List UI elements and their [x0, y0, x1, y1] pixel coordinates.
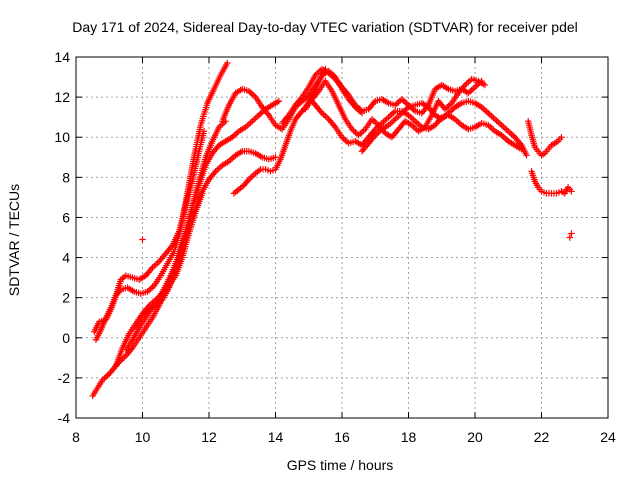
- y-tick-label: -4: [58, 410, 71, 426]
- x-tick-label: 18: [401, 429, 417, 445]
- data-point: [523, 152, 530, 159]
- x-axis-label: GPS time / hours: [287, 457, 394, 473]
- y-tick-label: 6: [62, 209, 70, 225]
- data-point: [558, 134, 565, 141]
- y-tick-label: 10: [54, 129, 70, 145]
- x-tick-label: 22: [534, 429, 550, 445]
- x-tick-label: 24: [600, 429, 616, 445]
- data-point: [244, 177, 251, 185]
- y-tick-label: 8: [62, 169, 70, 185]
- data-points: [89, 59, 575, 400]
- data-point: [116, 287, 123, 295]
- data-point: [224, 59, 231, 67]
- data-point: [139, 236, 146, 243]
- x-tick-label: 12: [201, 429, 217, 445]
- data-point: [275, 97, 283, 105]
- y-axis-label: SDTVAR / TECUs: [6, 184, 22, 296]
- data-point: [272, 154, 279, 161]
- data-point: [481, 81, 489, 89]
- data-point: [568, 188, 575, 195]
- y-tick-label: -2: [58, 370, 71, 386]
- y-tick-label: 4: [62, 250, 70, 266]
- chart-title: Day 171 of 2024, Sidereal Day-to-day VTE…: [72, 19, 578, 35]
- x-tick-label: 10: [135, 429, 151, 445]
- y-tick-label: 14: [54, 49, 70, 65]
- data-point: [566, 234, 573, 241]
- x-tick-label: 16: [334, 429, 350, 445]
- x-tick-label: 20: [467, 429, 483, 445]
- y-tick-label: 0: [62, 330, 70, 346]
- data-point: [568, 230, 575, 237]
- x-tick-label: 8: [72, 429, 80, 445]
- y-tick-label: 2: [62, 290, 70, 306]
- x-tick-label: 14: [268, 429, 284, 445]
- y-tick-label: 12: [54, 89, 70, 105]
